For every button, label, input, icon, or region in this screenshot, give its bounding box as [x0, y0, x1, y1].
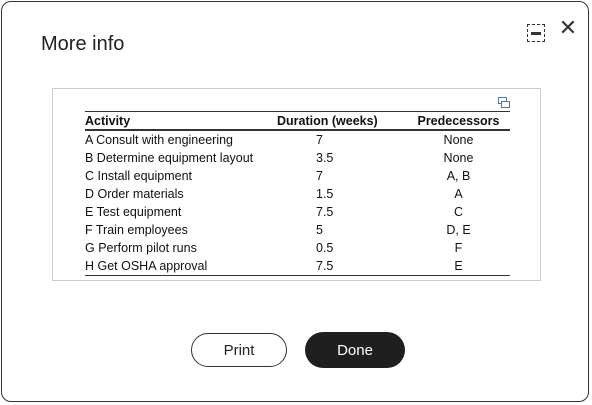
expand-icon[interactable]	[498, 97, 510, 109]
done-button[interactable]: Done	[305, 332, 405, 368]
cell-activity: E Test equipment	[85, 205, 182, 219]
cell-predecessors: E	[407, 257, 510, 276]
table-header-row: Activity Duration (weeks) Predecessors	[85, 111, 510, 131]
cell-activity: F Train employees	[85, 223, 188, 237]
table-row: A Consult with engineering 7 None	[85, 130, 510, 149]
header-duration: Duration (weeks)	[277, 111, 407, 131]
table-row: C Install equipment 7 A, B	[85, 167, 510, 185]
cell-predecessors: A, B	[446, 169, 471, 183]
cell-activity: B Determine equipment layout	[85, 151, 254, 165]
header-activity: Activity	[85, 111, 277, 131]
cell-predecessors: A	[454, 187, 463, 201]
cell-activity: A Consult with engineering	[85, 133, 234, 147]
cell-activity: G Perform pilot runs	[85, 241, 197, 255]
header-predecessors: Predecessors	[407, 111, 510, 131]
cell-predecessors: D, E	[446, 223, 471, 237]
cell-predecessors: None	[443, 133, 474, 147]
cell-duration: 7.5	[316, 205, 334, 219]
activity-table: Activity Duration (weeks) Predecessors A…	[85, 111, 510, 276]
table-row: F Train employees 5 D, E	[85, 221, 510, 239]
table-row: H Get OSHA approval 7.5 E	[85, 257, 510, 276]
minimize-icon[interactable]	[527, 24, 545, 42]
cell-duration: 1.5	[316, 187, 334, 201]
close-icon[interactable]: ✕	[558, 15, 578, 40]
cell-duration: 5	[316, 223, 323, 237]
table-row: B Determine equipment layout 3.5 None	[85, 149, 510, 167]
info-panel: Activity Duration (weeks) Predecessors A…	[52, 88, 541, 281]
cell-activity: D Order materials	[85, 187, 184, 201]
cell-duration: 3.5	[316, 151, 334, 165]
table-row: E Test equipment 7.5 C	[85, 203, 510, 221]
dialog-title: More info	[41, 33, 125, 55]
cell-activity: H Get OSHA approval	[85, 257, 277, 276]
cell-activity: C Install equipment	[85, 169, 193, 183]
cell-predecessors: C	[453, 205, 464, 219]
cell-duration: 7.5	[277, 257, 407, 276]
cell-duration: 0.5	[316, 241, 334, 255]
table-body: A Consult with engineering 7 None B Determi…	[85, 130, 510, 276]
print-button[interactable]: Print	[191, 333, 287, 367]
cell-duration: 7	[316, 133, 323, 147]
minimize-bar	[531, 32, 541, 35]
table-row: D Order materials 1.5 A	[85, 185, 510, 203]
table-row: G Perform pilot runs 0.5 F	[85, 239, 510, 257]
cell-duration: 7	[316, 169, 323, 183]
cell-predecessors: F	[454, 241, 463, 255]
cell-predecessors: None	[443, 151, 474, 165]
